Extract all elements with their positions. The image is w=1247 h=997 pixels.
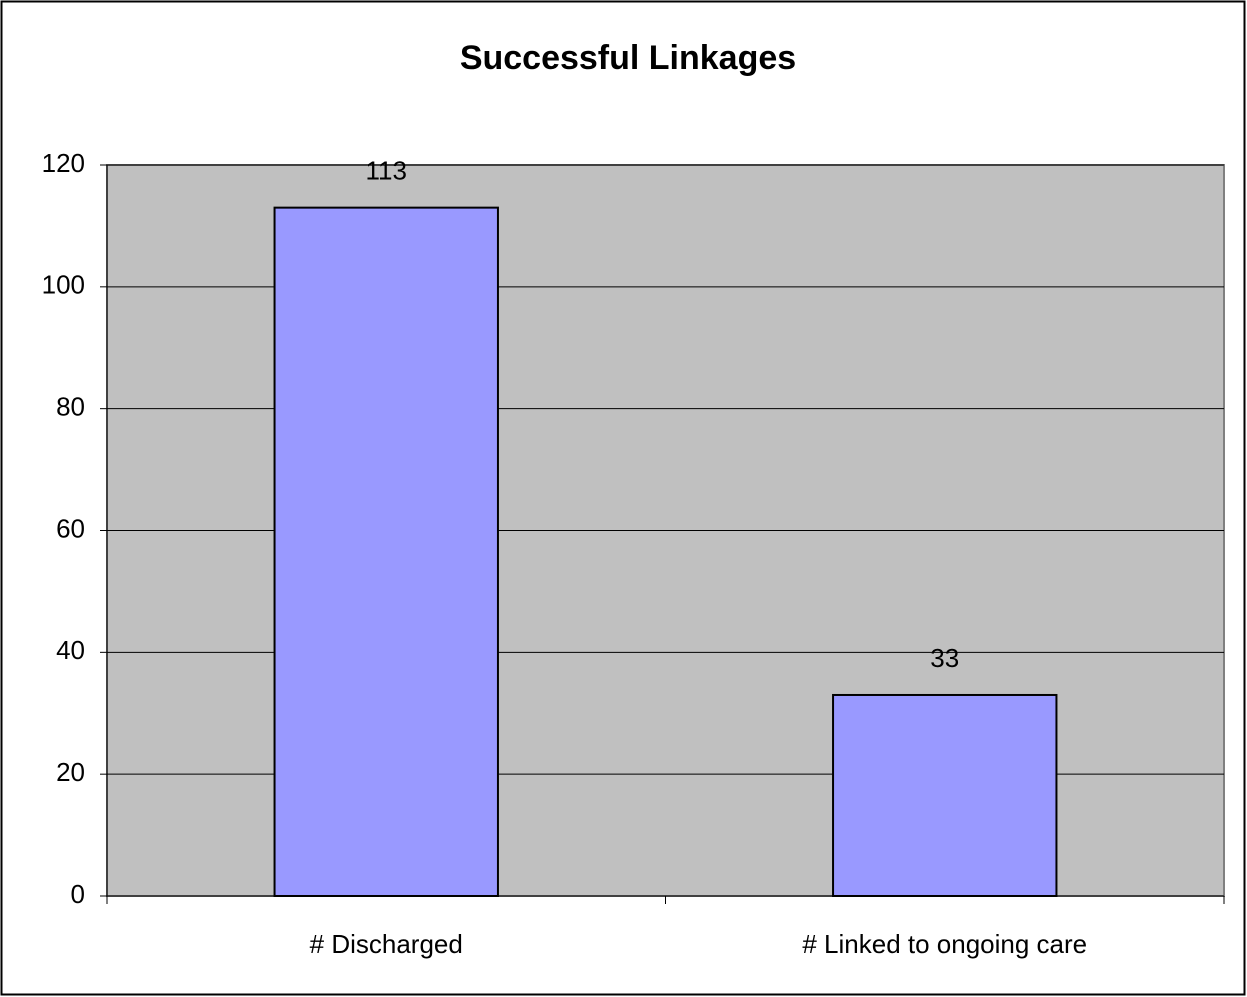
x-tick-label: # Linked to ongoing care [802,929,1087,959]
y-tick-label: 20 [56,757,85,787]
x-tick-label: # Discharged [310,929,463,959]
y-tick-label: 80 [56,392,85,422]
y-tick-label: 120 [42,148,85,178]
data-label: 113 [366,156,407,186]
y-tick-label: 0 [71,879,85,909]
y-tick-label: 60 [56,513,85,543]
bar [832,693,1058,897]
data-label: 33 [930,643,959,673]
bar [273,206,499,897]
y-tick-label: 100 [42,270,85,300]
chart-title: Successful Linkages [460,39,796,77]
y-tick-label: 40 [56,635,85,665]
